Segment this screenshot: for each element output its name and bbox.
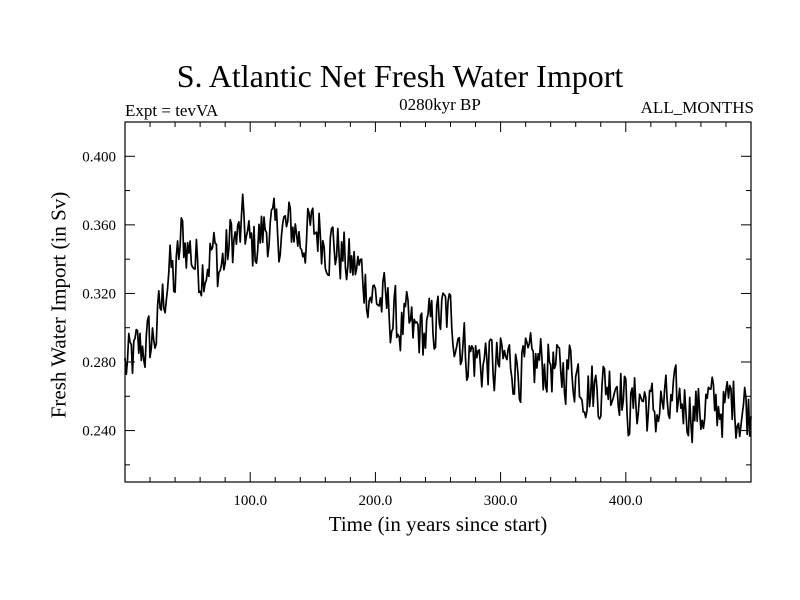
x-tick: 200.0 [359,122,393,509]
x-tick-label: 300.0 [484,493,518,509]
x-tick: 300.0 [484,122,518,509]
y-tick: 0.360 [82,218,751,234]
x-tick-label: 400.0 [609,493,643,509]
x-tick-label: 200.0 [359,493,393,509]
experiment-label: Expt = tevVA [125,101,219,120]
y-tick: 0.240 [82,424,751,440]
plot-frame [124,121,752,483]
y-tick-label: 0.400 [82,149,116,165]
months-label: ALL_MONTHS [640,98,754,117]
series-line [124,193,752,444]
y-tick: 0.280 [82,355,751,371]
y-tick-label: 0.240 [82,424,116,440]
y-tick-label: 0.280 [82,355,116,371]
x-tick-label: 100.0 [233,493,267,509]
x-tick: 400.0 [609,122,643,509]
y-tick-label: 0.320 [82,286,116,302]
chart-title: S. Atlantic Net Fresh Water Import [176,58,624,94]
y-tick: 0.400 [82,149,751,165]
x-tick: 100.0 [233,122,267,509]
y-tick: 0.320 [82,286,751,302]
y-tick-label: 0.360 [82,218,116,234]
x-axis-label: Time (in years since start) [328,512,548,536]
period-label: 0280kyr BP [399,95,481,114]
